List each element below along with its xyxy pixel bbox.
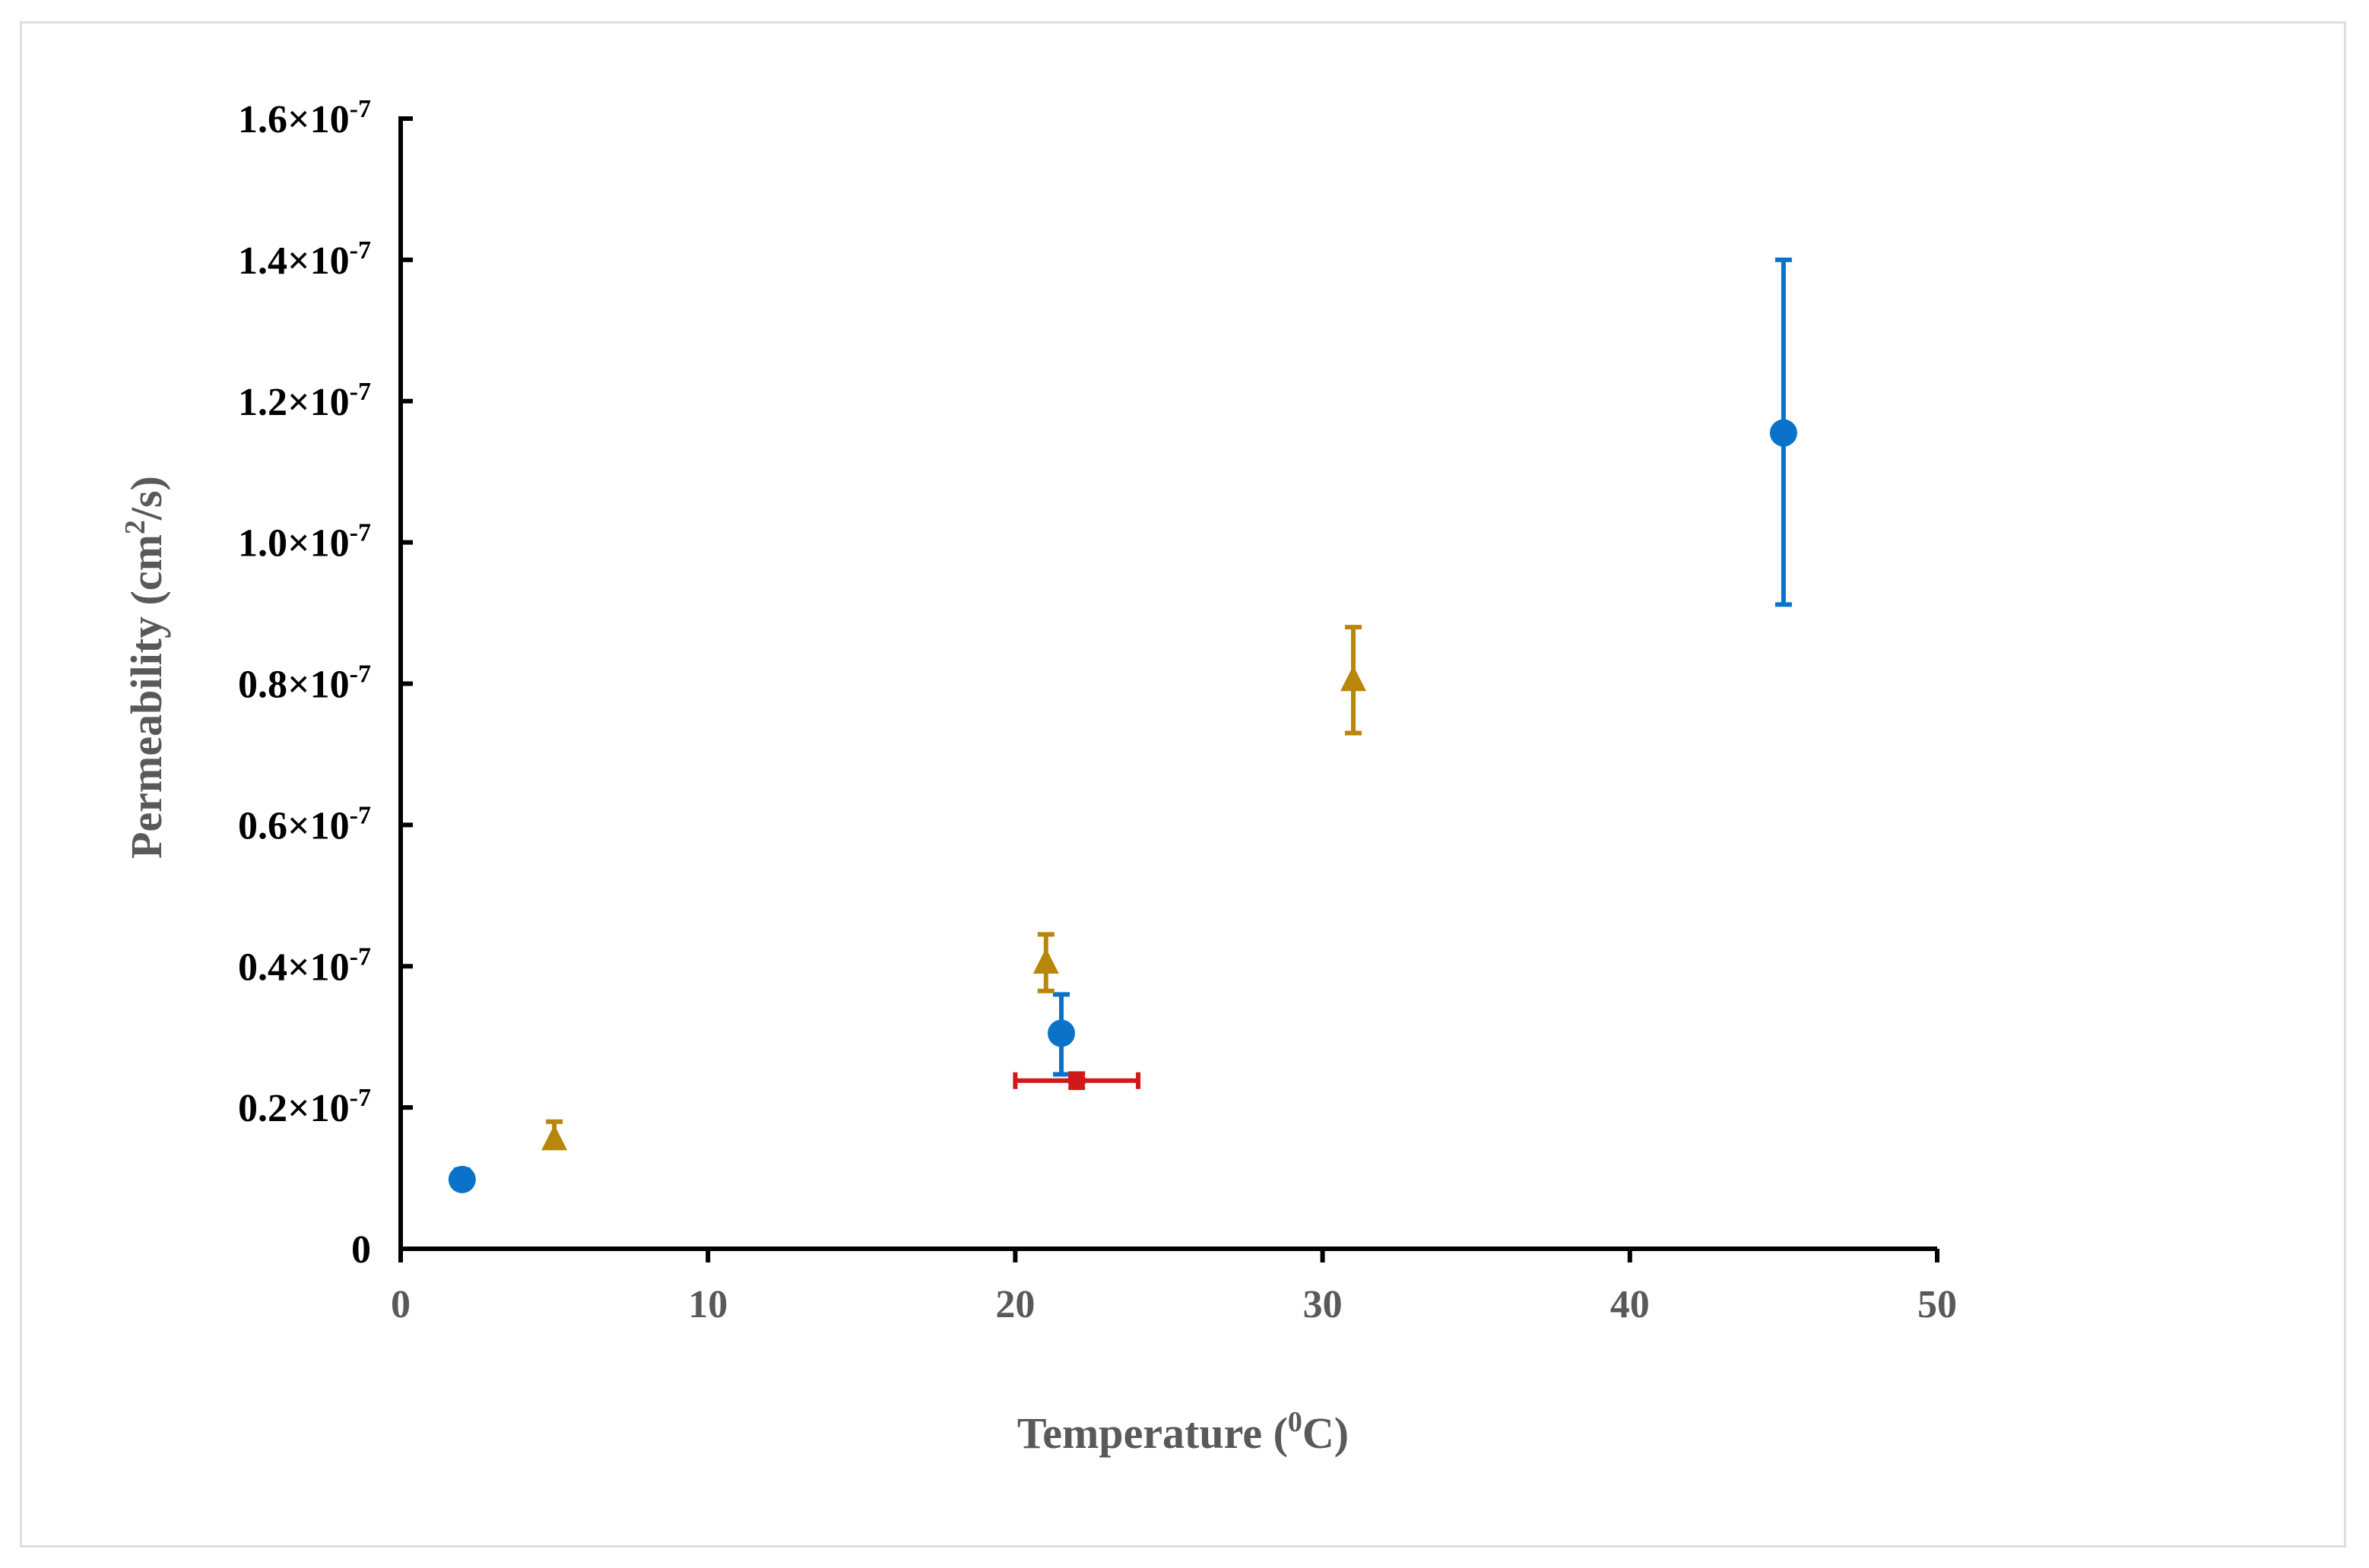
data-point (1340, 625, 1367, 736)
x-tick-label: 30 (1303, 1283, 1343, 1326)
data-point (541, 1119, 568, 1151)
y-tick-label: 1.4×10-7 (238, 236, 371, 283)
circle-marker (1769, 419, 1797, 447)
x-tick-label: 10 (688, 1283, 728, 1326)
circle-marker (1048, 1019, 1076, 1047)
triangle-marker (541, 1124, 568, 1151)
y-tick-label: 1.6×10-7 (238, 95, 371, 141)
circle-marker (448, 1165, 476, 1193)
y-tick-label: 1.2×10-7 (238, 378, 371, 424)
data-point (1013, 1071, 1141, 1091)
y-tick-label: 1.0×10-7 (238, 519, 371, 565)
x-axis-title: Temperature (0C) (1017, 1406, 1349, 1458)
y-tick-label: 0 (351, 1228, 371, 1272)
series-2 (541, 625, 1367, 1151)
x-tick-label: 20 (995, 1283, 1035, 1326)
y-tick-label: 0.6×10-7 (238, 801, 371, 847)
data-point (1769, 257, 1797, 607)
y-tick-label: 0.2×10-7 (238, 1084, 371, 1130)
data-series (448, 257, 1797, 1193)
chart-frame (20, 21, 2346, 1547)
data-point (1048, 992, 1076, 1077)
axes (398, 116, 1937, 1251)
series-3 (1013, 1071, 1141, 1091)
x-tick-label: 50 (1917, 1283, 1957, 1326)
y-axis-title: Permeability (cm2/s) (119, 476, 171, 859)
y-axis-ticks: 0 0.2×10-7 0.4×10-7 0.6×10-7 0.8×10-7 1.0×10-… (238, 95, 413, 1272)
data-point (448, 1165, 476, 1193)
triangle-marker (1032, 948, 1059, 974)
circle-marker (1067, 1071, 1086, 1090)
y-tick-label: 0.4×10-7 (238, 942, 371, 989)
triangle-marker (1340, 665, 1367, 692)
x-axis-ticks: 0 10 20 30 40 50 (391, 1249, 1957, 1326)
x-tick-label: 0 (391, 1283, 411, 1326)
x-tick-label: 40 (1610, 1283, 1650, 1326)
data-point (1032, 932, 1059, 993)
y-tick-label: 0.8×10-7 (238, 660, 371, 707)
series-1 (448, 257, 1797, 1193)
